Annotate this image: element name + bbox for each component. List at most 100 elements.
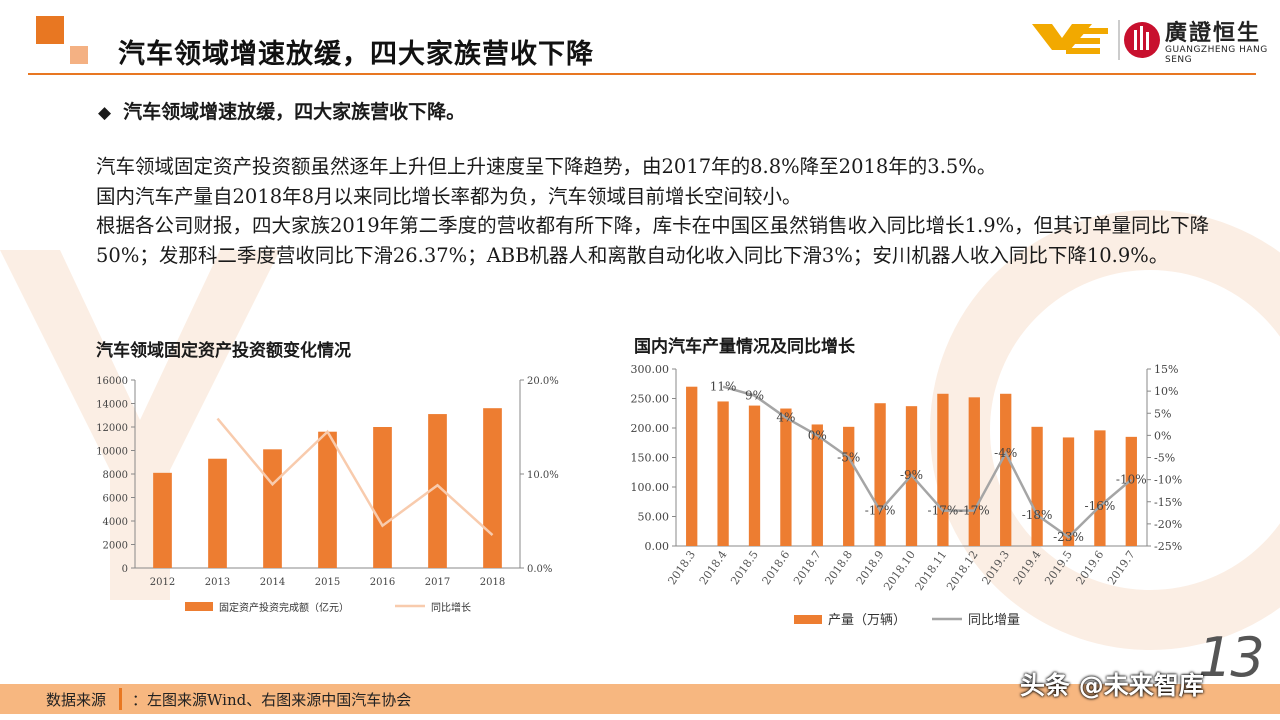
data-label: 4% (776, 411, 795, 425)
bar (937, 393, 949, 546)
x-tick-label: 2019.3 (979, 548, 1012, 587)
paragraph: 汽车领域固定资产投资额虽然逐年上升但上升速度呈下降趋势，由2017年的8.8%降… (96, 155, 997, 178)
x-tick-label: 2018.6 (760, 548, 793, 587)
left-tick-label: 50.00 (638, 511, 670, 524)
footer-bar: 数据来源 ：左图来源Wind、右图来源中国汽车协会 (0, 684, 1280, 714)
data-label: 0% (808, 428, 827, 442)
source-divider (119, 688, 122, 710)
bar (373, 427, 392, 568)
title-divider (28, 73, 1256, 75)
right-tick-label: 5% (1154, 407, 1171, 420)
data-label: -17% (928, 504, 959, 518)
left-tick-label: 14000 (96, 400, 128, 411)
bar (1000, 393, 1012, 546)
data-label: -5% (837, 451, 860, 465)
logo-mark-icon (1032, 20, 1160, 60)
left-tick-label: 6000 (103, 494, 128, 505)
right-tick-label: 15% (1154, 363, 1178, 376)
source-text: ：左图来源Wind、右图来源中国汽车协会 (132, 691, 412, 709)
x-tick-label: 2019.6 (1074, 548, 1107, 587)
data-label: 11% (710, 380, 737, 394)
diamond-bullet-icon: ◆ (98, 103, 112, 123)
legend-line-label: 同比增长 (431, 601, 471, 614)
right-tick-label: -10% (1154, 474, 1182, 487)
bar (1094, 430, 1106, 546)
bar (780, 408, 792, 546)
legend-bar-label: 产量（万辆） (828, 613, 906, 628)
left-tick-label: 16000 (96, 376, 128, 387)
right-chart: 0.00 50.00 100.00 150.00 200.00 250.00 300.00 -… (631, 363, 1183, 628)
x-tick-label: 2018.7 (791, 548, 824, 587)
left-tick-label: 12000 (96, 423, 128, 434)
x-tick-label: 2019.7 (1105, 548, 1138, 587)
right-tick-label: -15% (1154, 496, 1182, 509)
x-tick-label: 2018.3 (665, 548, 698, 587)
line-series (216, 417, 494, 537)
left-tick-label: 2000 (103, 541, 128, 552)
left-tick-label: 8000 (103, 470, 128, 481)
x-tick-label: 2014 (260, 577, 285, 588)
bullet-heading: ◆ 汽车领域增速放缓，四大家族营收下降。 (98, 97, 465, 124)
company-logo: 廣證恒生 GUANGZHENG HANG SENG (1030, 14, 1270, 66)
bar (843, 426, 855, 546)
left-tick-label: 200.00 (631, 422, 670, 435)
right-tick-label: -20% (1154, 518, 1182, 531)
bar (263, 449, 282, 568)
x-tick-label: 2015 (315, 577, 340, 588)
x-tick-label: 2019.5 (1042, 548, 1075, 587)
left-tick-label: 0 (122, 564, 128, 575)
body-paragraphs: 汽车领域固定资产投资额虽然逐年上升但上升速度呈下降趋势，由2017年的8.8%降… (96, 152, 1261, 270)
x-tick-label: 2018.5 (728, 548, 761, 587)
right-chart-title: 国内汽车产量情况及同比增长 (634, 337, 855, 357)
right-tick-label: -5% (1154, 452, 1175, 465)
left-tick-label: 150.00 (631, 452, 670, 465)
bullet-text: 汽车领域增速放缓，四大家族营收下降。 (123, 101, 466, 123)
bar (1062, 437, 1075, 546)
credit-watermark: 头条 @未来智库 (1020, 671, 1204, 700)
left-tick-label: 100.00 (631, 481, 670, 494)
bar (318, 431, 337, 568)
bar (1125, 436, 1137, 546)
data-label: -4% (994, 446, 1017, 460)
bar (874, 403, 886, 546)
right-tick-label: 0.0% (527, 564, 552, 575)
x-tick-label: 2019.4 (1011, 548, 1044, 587)
page-number: 13 (1198, 626, 1265, 689)
bar (428, 414, 447, 568)
x-tick-label: 2013 (205, 577, 230, 588)
logo-english-text: GUANGZHENG HANG SENG (1165, 45, 1268, 65)
data-label: -17% (865, 504, 896, 518)
source-label: 数据来源 (46, 691, 107, 709)
legend-bar-swatch (794, 615, 822, 624)
left-tick-label: 300.00 (631, 363, 670, 376)
left-tick-label: 0.00 (645, 540, 670, 553)
data-label: -10% (1116, 473, 1147, 487)
bar (153, 472, 172, 568)
x-tick-label: 2016 (370, 577, 395, 588)
legend-bar-swatch (185, 602, 213, 611)
paragraph: 根据各公司财报，四大家族2019年第二季度的营收都有所下降，库卡在中国区虽然销售… (96, 214, 1210, 267)
page-title: 汽车领域增速放缓，四大家族营收下降 (118, 39, 594, 70)
right-tick-label: 20.0% (527, 376, 559, 387)
right-tick-label: 10.0% (527, 470, 559, 481)
bar (811, 424, 823, 546)
data-label: -9% (900, 468, 923, 482)
bar (483, 408, 502, 568)
x-tick-label: 2018.12 (944, 548, 981, 593)
bar (968, 397, 980, 546)
line-series (722, 385, 1133, 539)
legend-line-label: 同比增量 (968, 613, 1020, 628)
bar (717, 401, 729, 546)
x-tick-label: 2018.9 (854, 548, 887, 587)
data-label: 9% (745, 389, 764, 403)
data-label: -17% (959, 504, 990, 518)
corner-accent (36, 16, 88, 64)
x-tick-label: 2018.4 (697, 548, 730, 587)
right-tick-label: 0% (1154, 429, 1171, 442)
logo-chinese-text: 廣證恒生 (1165, 21, 1262, 46)
bar (208, 458, 227, 568)
data-label: -23% (1053, 530, 1084, 544)
bar (1031, 426, 1043, 546)
left-chart: 0 2000 4000 6000 8000 10000 12000 14000 16000 0.0… (96, 376, 559, 614)
